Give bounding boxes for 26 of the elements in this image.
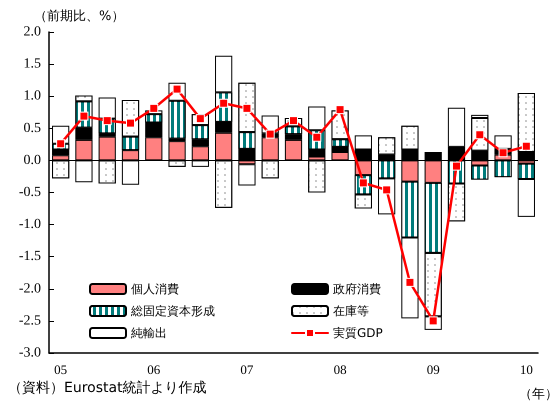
y-tick-label: 1.0 — [24, 88, 41, 104]
text: （資料）Eurostat統計より作成 — [8, 380, 207, 396]
x-tick-label: 06 — [147, 362, 161, 377]
legend-label: 純輸出 — [131, 326, 167, 340]
y-tick-label: -1.5 — [18, 249, 41, 264]
legend-label: 実質GDP — [333, 326, 383, 340]
y-tick-label: -3.0 — [18, 346, 41, 360]
y-tick-label: 0.5 — [24, 120, 41, 136]
y-tick-label: -0.5 — [18, 185, 41, 200]
y-tick-label: 1.5 — [24, 56, 41, 72]
y-tick-label: -2.5 — [18, 313, 41, 328]
legend-label: 在庫等 — [333, 304, 369, 318]
x-axis-title: （年） — [519, 387, 558, 402]
x-tick-label: 07 — [240, 362, 254, 377]
legend-label: 総固定資本形成 — [130, 304, 215, 318]
legend-label: 政府消費 — [333, 282, 381, 296]
y-tick-label: -1.0 — [18, 217, 41, 232]
y-tick-label: 0.0 — [24, 152, 41, 168]
y-axis-title: （前期比、%） — [34, 9, 124, 24]
y-tick-label: 2.0 — [24, 24, 41, 40]
x-tick-label: 05 — [54, 362, 68, 377]
legend-label: 個人消費 — [131, 282, 179, 296]
x-tick-label: 10 — [520, 362, 533, 377]
y-tick-label: -2.0 — [18, 281, 41, 296]
x-tick-label: 08 — [334, 362, 347, 377]
x-tick-label: 09 — [426, 362, 440, 377]
